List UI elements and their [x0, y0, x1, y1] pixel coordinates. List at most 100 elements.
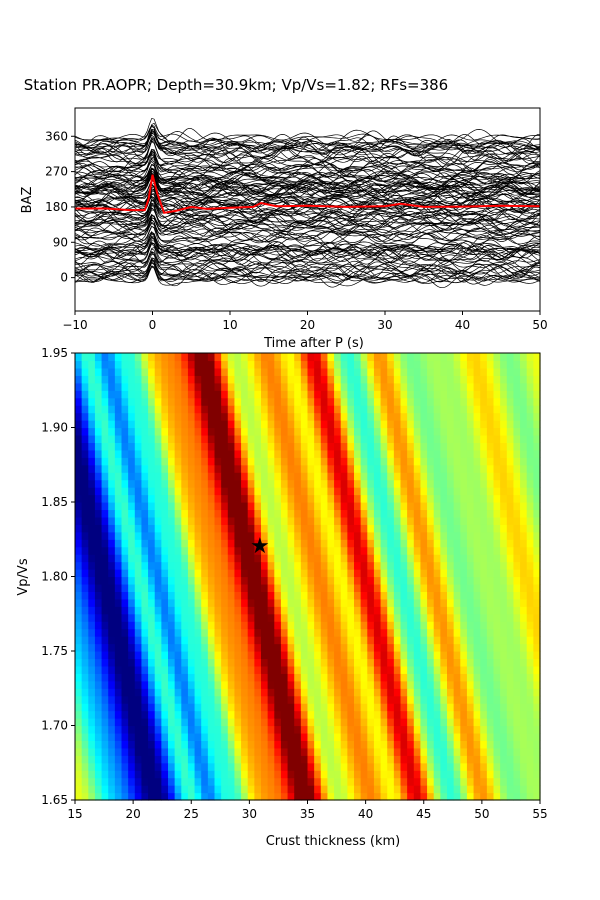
heatmap-cell: [486, 457, 495, 466]
heatmap-cell: [360, 606, 368, 615]
heatmap-cell: [427, 762, 435, 771]
heatmap-cell: [247, 598, 255, 607]
heatmap-cell: [526, 524, 534, 533]
heatmap-cell: [526, 569, 534, 578]
heatmap-cell: [75, 524, 83, 533]
heatmap-cell: [101, 740, 109, 749]
heatmap-cell: [227, 412, 236, 421]
heatmap-cell: [314, 628, 322, 637]
heatmap-cell: [407, 524, 415, 533]
heatmap-cell: [194, 487, 202, 496]
heatmap-cell: [108, 390, 116, 399]
heatmap-cell: [327, 762, 335, 771]
heatmap-cell: [380, 628, 388, 637]
heatmap-cell: [94, 479, 103, 488]
heatmap-cell: [360, 785, 368, 794]
heatmap-cell: [373, 472, 382, 481]
heatmap-cell: [314, 591, 322, 600]
heatmap-cell: [261, 643, 269, 652]
heatmap-cell: [88, 718, 96, 727]
heatmap-cell: [460, 613, 468, 622]
rf-trace-line: [75, 160, 540, 184]
heatmap-cell: [300, 405, 309, 414]
heatmap-cell: [340, 777, 348, 786]
heatmap-cell: [340, 680, 348, 689]
heatmap-cell: [254, 479, 262, 488]
heatmap-cell: [300, 710, 309, 719]
heatmap-cell: [108, 792, 116, 801]
heatmap-cell: [81, 569, 89, 578]
heatmap-cell: [380, 718, 388, 727]
heatmap-cell: [234, 554, 242, 563]
hk-x-tick-label: 55: [532, 807, 547, 821]
heatmap-cell: [121, 665, 129, 674]
heatmap-cell: [327, 636, 335, 645]
heatmap-cell: [420, 703, 428, 712]
heatmap-cell: [274, 628, 282, 637]
heatmap-cell: [340, 427, 348, 436]
heatmap-cell: [373, 405, 382, 414]
heatmap-cell: [121, 673, 129, 682]
heatmap-cell: [254, 569, 262, 578]
hk-heatmap-cells: [75, 353, 541, 801]
heatmap-cell: [261, 762, 269, 771]
heatmap-cell: [207, 539, 216, 548]
heatmap-cell: [121, 658, 129, 667]
heatmap-cell: [493, 457, 501, 466]
heatmap-cell: [101, 487, 109, 496]
heatmap-cell: [241, 688, 249, 697]
heatmap-cell: [194, 658, 202, 667]
heatmap-cell: [440, 524, 448, 533]
heatmap-cell: [427, 658, 435, 667]
heatmap-cell: [154, 785, 162, 794]
heatmap-cell: [334, 397, 342, 406]
heatmap-cell: [387, 494, 395, 503]
heatmap-cell: [88, 502, 96, 511]
heatmap-cell: [387, 353, 395, 362]
heatmap-cell: [506, 636, 515, 645]
heatmap-cell: [241, 360, 249, 369]
heatmap-cell: [168, 464, 176, 473]
heatmap-cell: [473, 457, 481, 466]
heatmap-cell: [493, 539, 501, 548]
heatmap-cell: [347, 777, 355, 786]
heatmap-cell: [274, 747, 282, 756]
heatmap-cell: [294, 591, 302, 600]
heatmap-cell: [187, 420, 196, 429]
heatmap-cell: [108, 412, 116, 421]
heatmap-cell: [473, 390, 481, 399]
heatmap-cell: [121, 472, 129, 481]
heatmap-cell: [373, 718, 382, 727]
heatmap-cell: [354, 531, 362, 540]
heatmap-cell: [367, 464, 375, 473]
heatmap-cell: [94, 412, 103, 421]
heatmap-cell: [360, 651, 368, 660]
heatmap-cell: [486, 658, 495, 667]
heatmap-cell: [367, 367, 375, 376]
heatmap-cell: [506, 561, 515, 570]
heatmap-cell: [75, 479, 83, 488]
heatmap-cell: [207, 382, 216, 391]
heatmap-cell: [300, 583, 309, 592]
rf-trace-line: [75, 134, 540, 157]
heatmap-cell: [393, 494, 402, 503]
heatmap-cell: [506, 479, 515, 488]
heatmap-cell: [201, 680, 209, 689]
heatmap-cell: [300, 740, 309, 749]
heatmap-cell: [141, 487, 149, 496]
heatmap-cell: [334, 509, 342, 518]
heatmap-cell: [427, 606, 435, 615]
heatmap-cell: [513, 755, 521, 764]
rf-trace-line: [75, 225, 540, 251]
heatmap-cell: [533, 695, 541, 704]
heatmap-cell: [334, 487, 342, 496]
heatmap-cell: [81, 397, 89, 406]
heatmap-cell: [466, 531, 475, 540]
heatmap-cell: [513, 382, 521, 391]
heatmap-cell: [520, 502, 528, 511]
heatmap-cell: [473, 732, 481, 741]
heatmap-cell: [513, 569, 521, 578]
heatmap-cell: [194, 561, 202, 570]
heatmap-cell: [466, 732, 475, 741]
